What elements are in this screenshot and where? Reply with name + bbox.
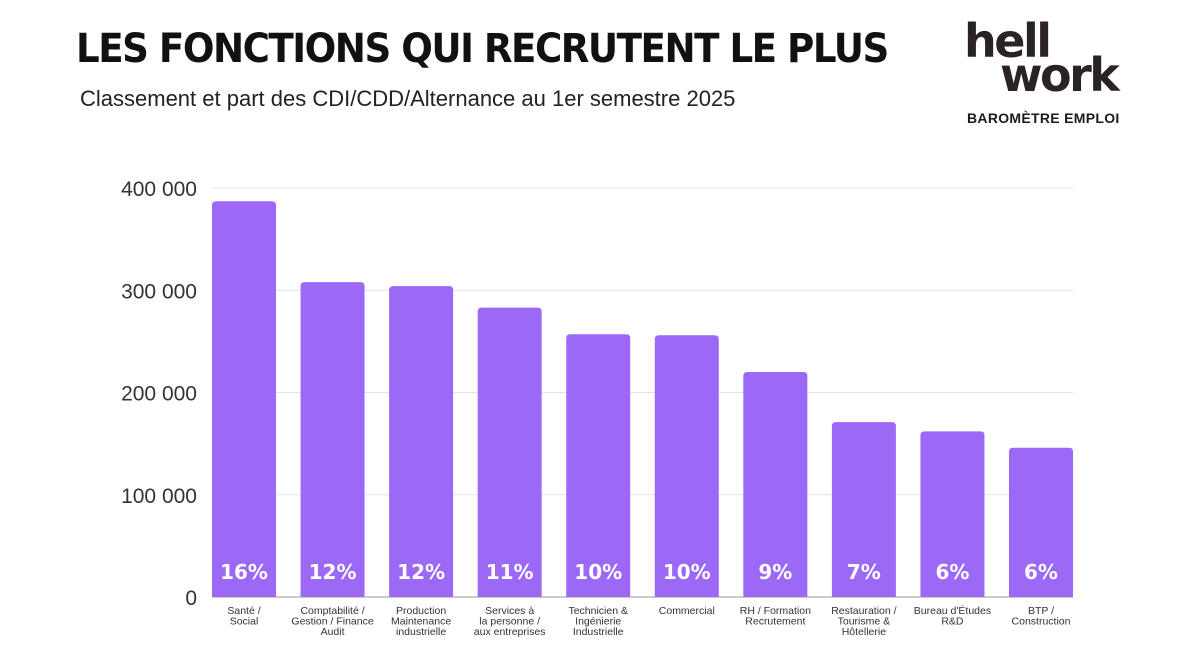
bar [300,282,365,597]
x-tick-label-line: Recrutement [745,616,805,628]
x-tick-label-line: Santé / [227,605,260,617]
x-tick-label: BTP / Construction [1012,605,1071,628]
bar-data-label: 12% [397,560,445,584]
x-tick-label-line: Technicien & [568,605,628,617]
bar-data-label: 10% [663,560,711,584]
bar [1009,447,1073,597]
x-tick-label-line: Services à [485,605,534,617]
x-tick-label-line: aux entreprises [474,626,546,638]
x-tick-label-line: Bureau d'Études [914,604,991,617]
x-tick-label-line: Audit [321,626,345,638]
x-tick-label-line: Industrielle [573,626,624,638]
x-tick-label: Restauration / Tourisme & Hôtellerie [831,605,896,638]
x-tick-label-line: Social [230,616,259,628]
x-tick-label-line: Construction [1012,616,1071,628]
x-tick-label-line: industrielle [396,626,446,638]
x-tick-label-line: Ingénierie [575,616,621,628]
x-tick-label: Commercial [659,605,715,617]
logo-text-line1: hell [964,14,1052,68]
x-tick-label: Production Maintenance industrielle [391,605,451,638]
x-tick-label-line: Gestion / Finance [291,616,373,628]
bar-data-label: 9% [758,560,792,584]
bar-data-label: 12% [309,560,357,584]
x-tick-label: RH / Formation Recrutement [740,605,811,628]
x-tick-label: Bureau d'Études R&D [914,604,991,628]
x-tick-label: Services à la personne / aux entreprises [474,605,546,638]
x-tick-label-line: BTP / [1028,605,1054,617]
bar [920,431,985,597]
y-tick-label: 300 000 [121,280,197,303]
bar [566,334,631,597]
bar-data-label: 7% [847,560,881,584]
y-tick-label: 400 000 [121,178,197,201]
x-tick-label-line: Comptabilité / [300,605,364,617]
x-tick-label-line: la personne / [479,616,540,628]
chart-title: LES FONCTIONS QUI RECRUTENT LE PLUS [76,26,889,72]
logo-text-line2: work [1000,48,1120,102]
x-tick-label-line: R&D [941,616,964,628]
bar-data-label: 6% [1024,560,1058,584]
bar-data-label: 6% [935,560,969,584]
x-tick-label-line: Tourisme & [838,616,891,628]
bar-data-label: 10% [574,560,622,584]
bar [831,422,896,597]
bar [654,335,719,597]
y-tick-label: 0 [185,587,197,610]
bar [477,307,542,597]
x-tick-label: Comptabilité / Gestion / Finance Audit [291,605,373,638]
y-tick-label: 200 000 [121,383,197,406]
x-tick-label-line: Commercial [659,605,715,617]
x-tick-label-line: Maintenance [391,616,451,628]
x-tick-label-line: Restauration / [831,605,896,617]
y-tick-label: 100 000 [121,485,197,508]
bar [743,372,808,597]
bar-data-label: 16% [220,560,268,584]
x-tick-label-line: Production [396,605,446,617]
hellowork-logo: hell work BAROMÈTRE EMPLOI [960,16,1130,131]
x-tick-label-line: RH / Formation [740,605,811,617]
logo-tagline: BAROMÈTRE EMPLOI [967,110,1120,126]
x-tick-label: Technicien & Ingénierie Industrielle [568,605,628,638]
bar-data-label: 11% [486,560,534,584]
x-tick-label-line: Hôtellerie [842,626,887,638]
bar [389,286,454,597]
chart-subtitle: Classement et part des CDI/CDD/Alternanc… [80,86,736,111]
bar [212,201,276,598]
x-tick-label: Santé / Social [227,605,260,628]
